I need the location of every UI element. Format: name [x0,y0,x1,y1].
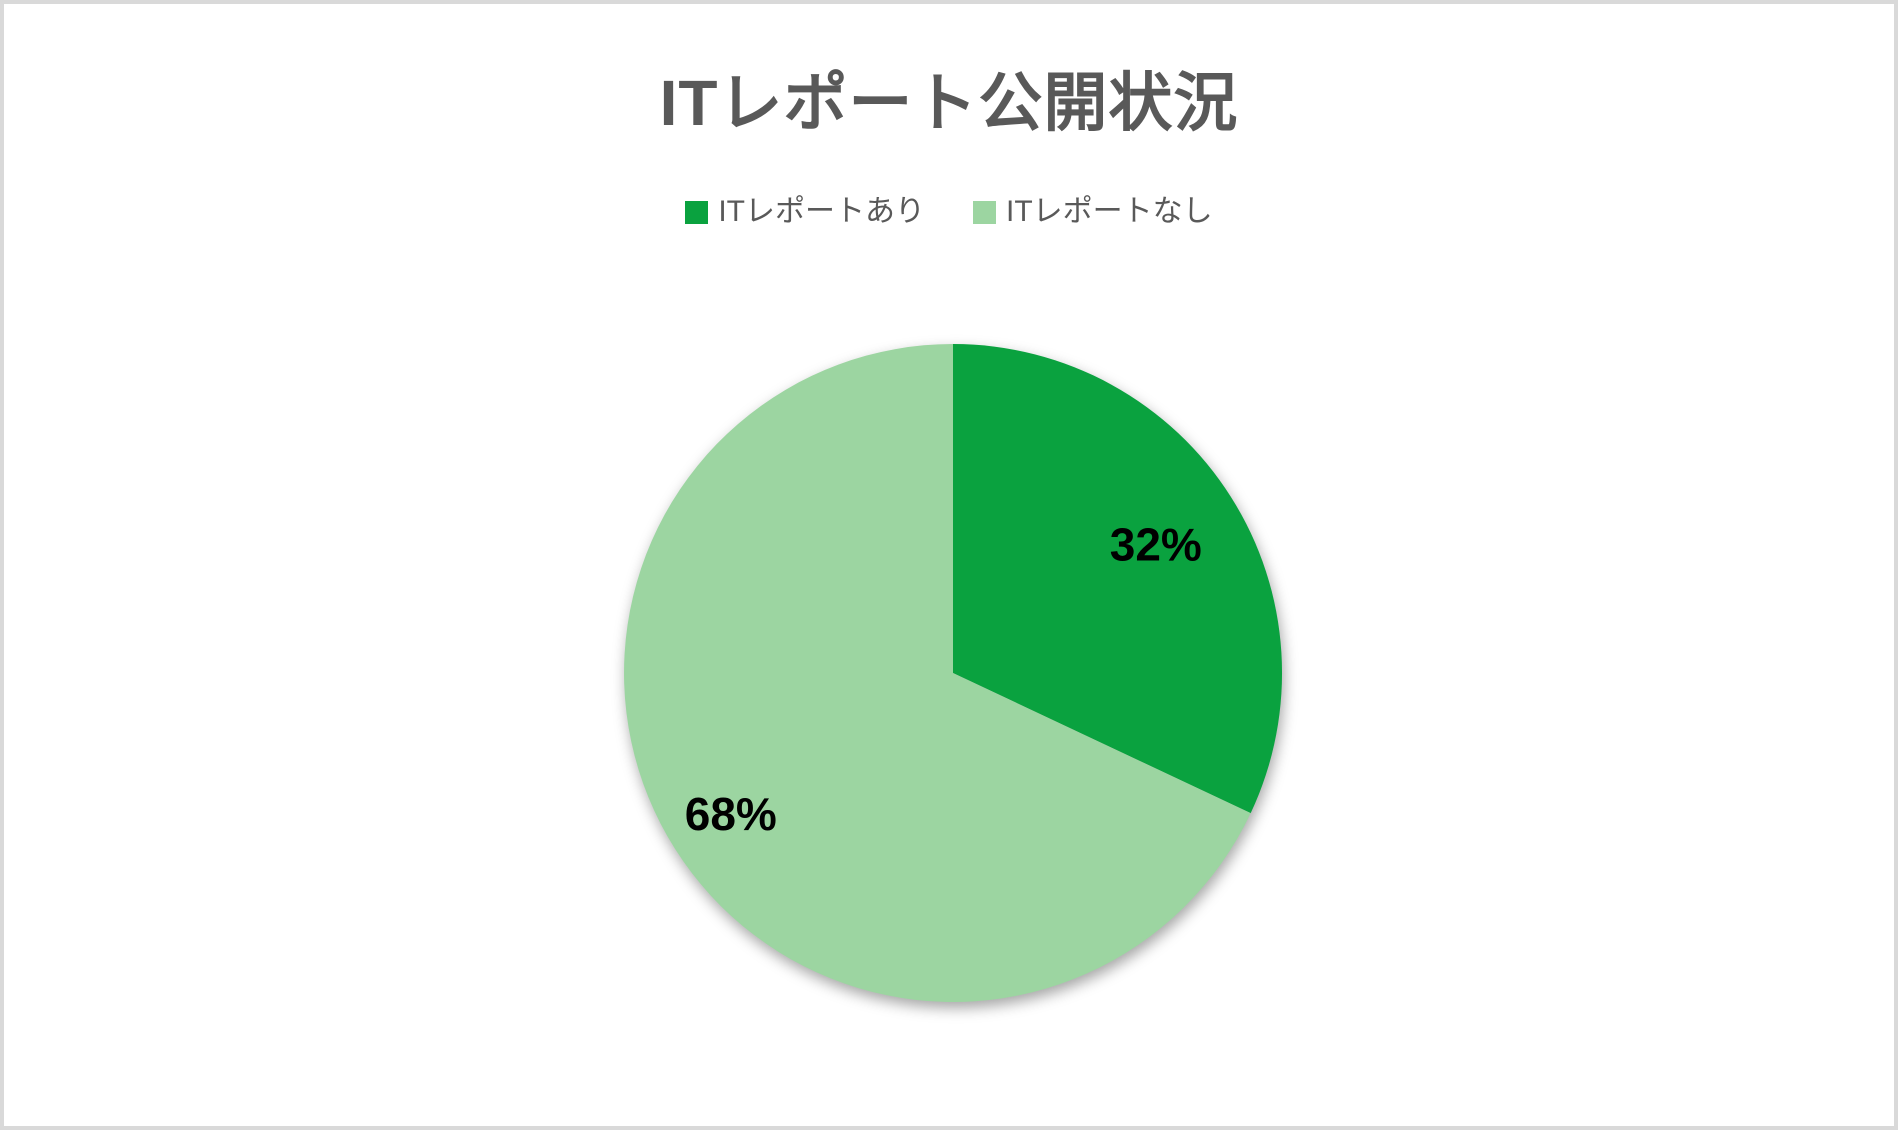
legend-item-report-unavailable: ITレポートなし [973,197,1213,227]
pie-slice-2 [624,344,1251,1002]
pie-data-label: 68% [685,788,777,840]
legend-item-label: ITレポートなし [1006,195,1213,228]
pie-slice-1 [953,344,1283,814]
legend-color-swatch-icon [973,200,996,224]
chart-title: ITレポート公開状況 [659,67,1239,139]
legend: ITレポートあり ITレポートなし [4,197,1894,227]
legend-item-report-available: ITレポートあり [685,197,925,227]
legend-item-label: ITレポートあり [718,195,925,228]
pie-data-label: 32% [1110,518,1202,570]
pie-chart: 32% 68% [624,344,1283,1002]
legend-color-swatch-icon [685,200,709,224]
